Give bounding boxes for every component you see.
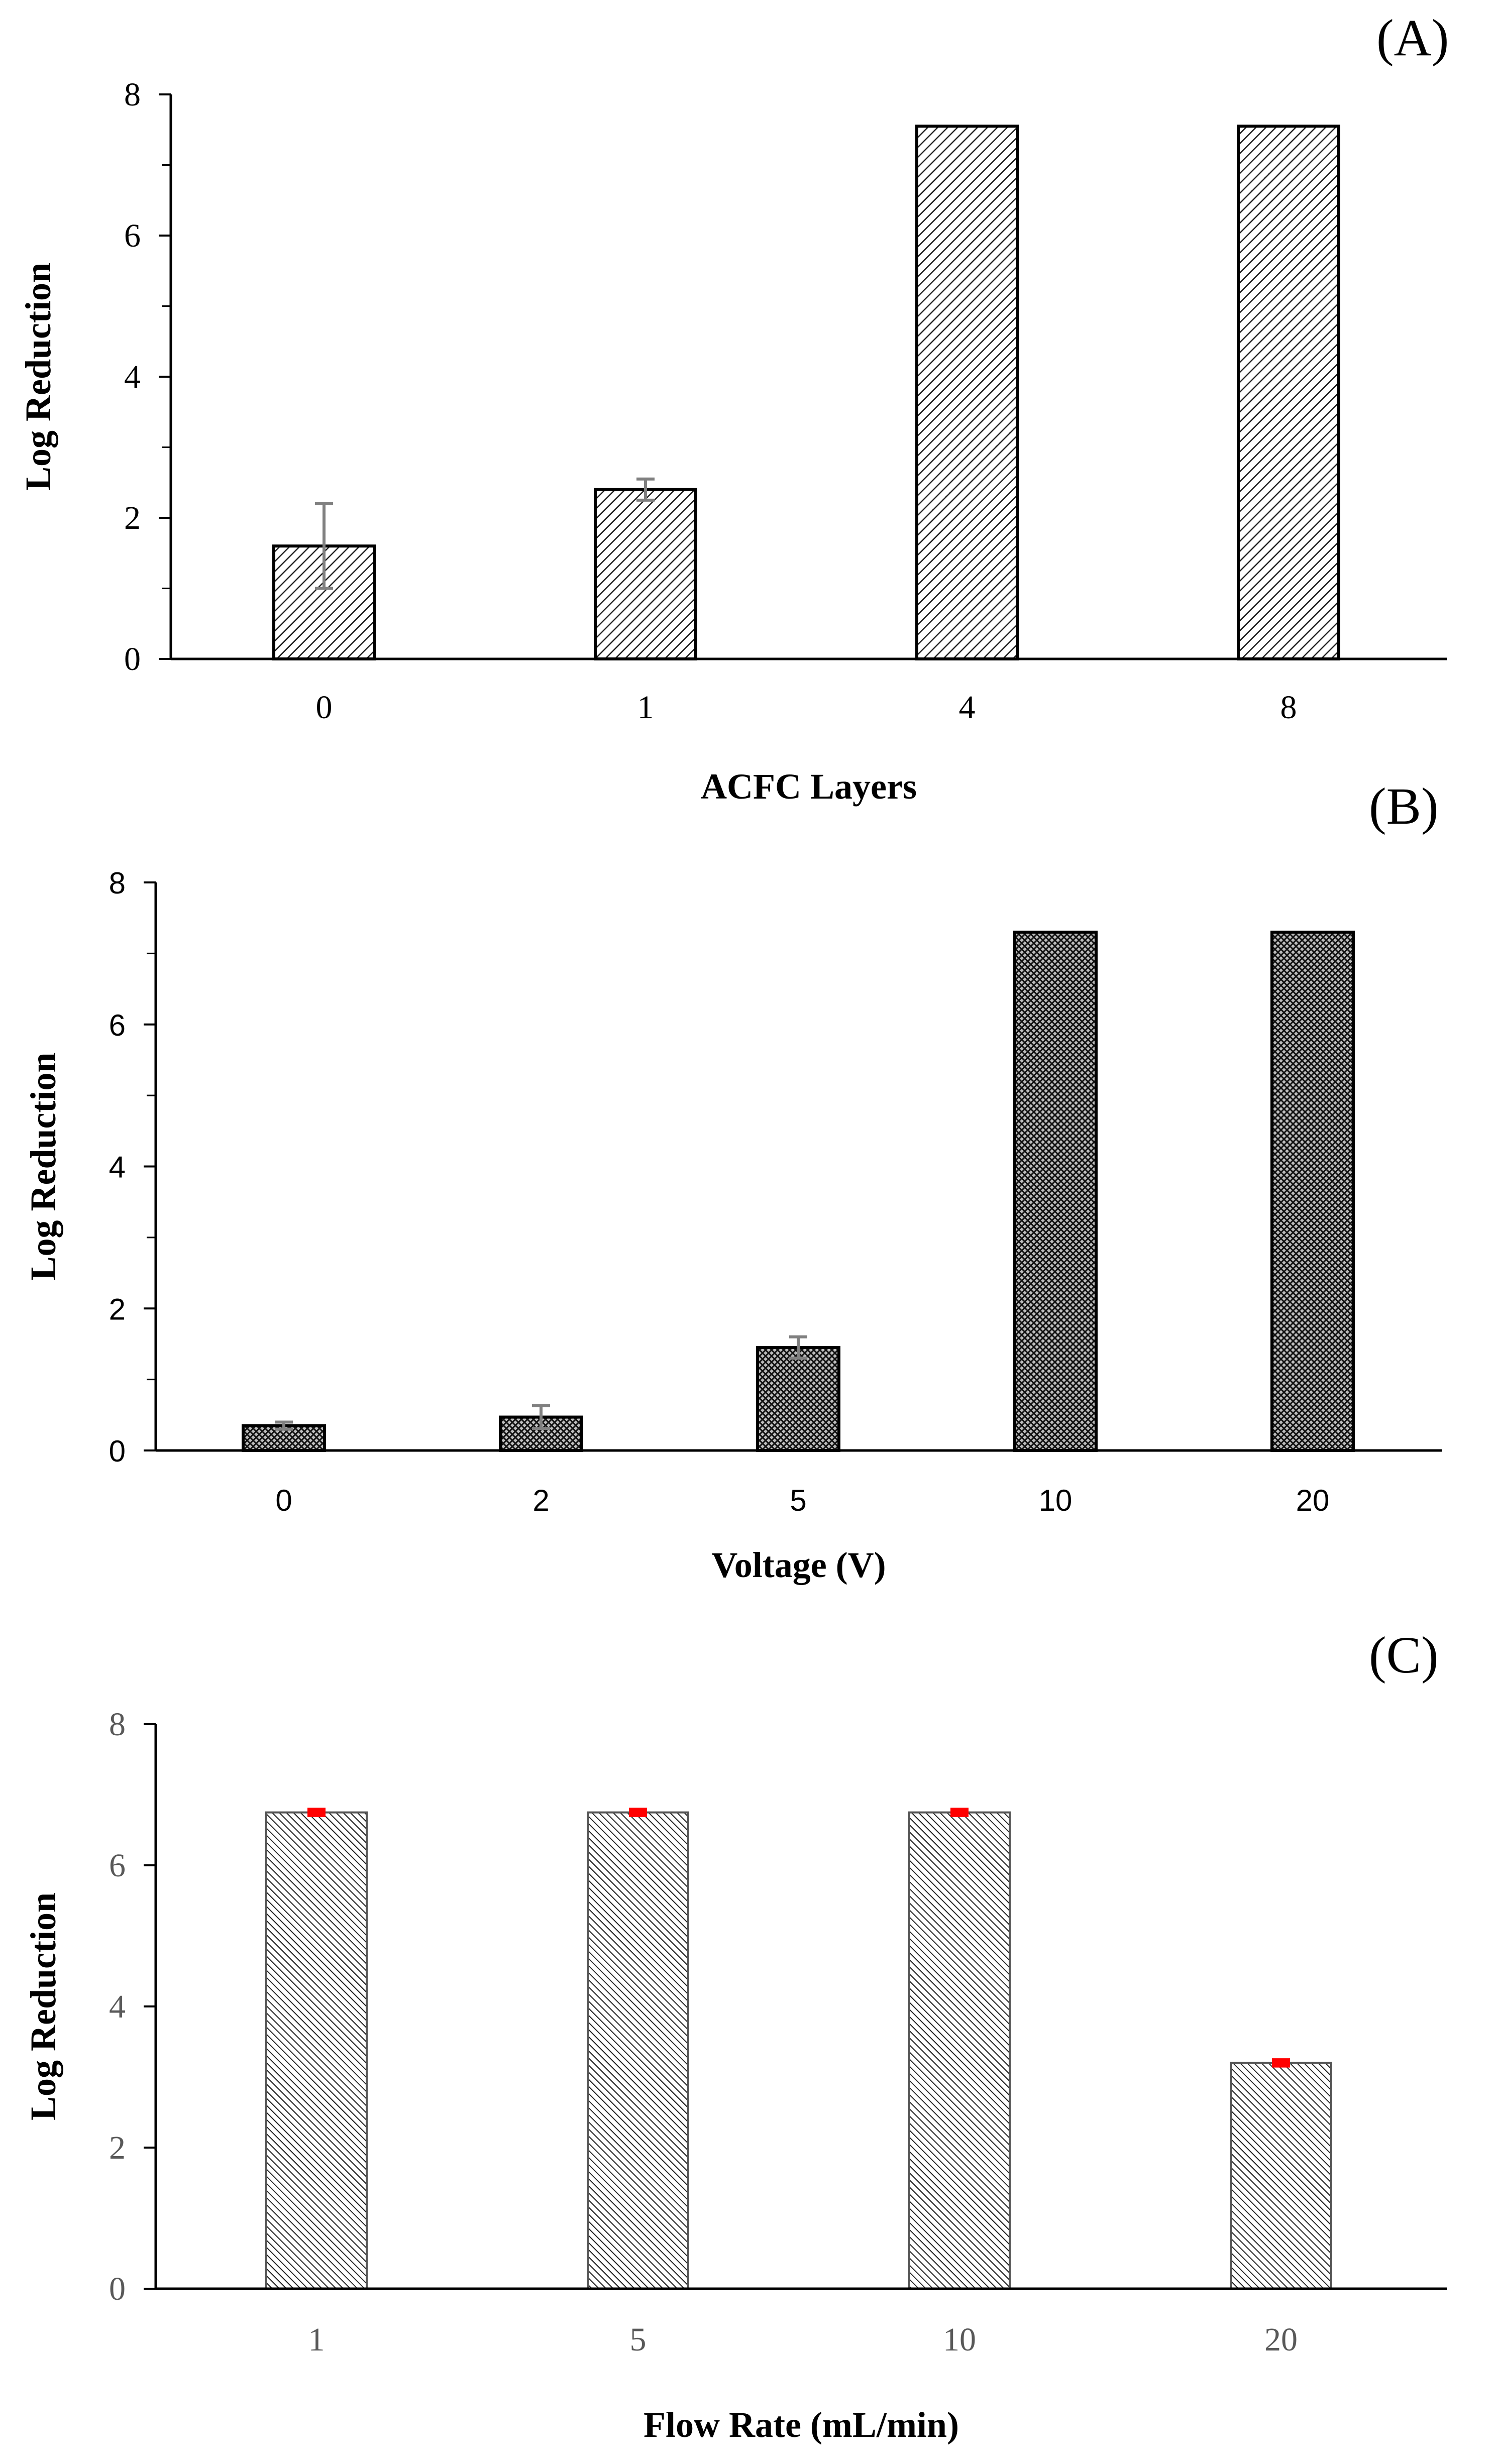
bar-c-5[interactable] [587, 1811, 689, 2290]
panel-label-a: (A) [1376, 9, 1449, 67]
y-tick-label-a-8: 8 [124, 76, 141, 113]
bar-a-4[interactable] [915, 125, 1019, 661]
x-tick-label-c-1: 1 [308, 2321, 325, 2358]
y-tick-label-c-8: 8 [109, 1706, 126, 1743]
y-axis-title-a: Log Reduction [18, 263, 58, 491]
x-tick-label-b-2: 2 [532, 1484, 549, 1517]
bar-b-5[interactable] [756, 1346, 840, 1452]
bar-a-8[interactable] [1237, 125, 1340, 661]
x-tick-label-b-10: 10 [1039, 1484, 1073, 1517]
x-tick-label-a-8: 8 [1280, 689, 1297, 726]
bar-b-10[interactable] [1013, 930, 1098, 1452]
y-tick-label-a-6: 6 [124, 217, 141, 254]
bar-c-20[interactable] [1230, 2062, 1332, 2290]
bar-a-1[interactable] [594, 488, 697, 660]
x-tick-label-a-0: 0 [316, 689, 333, 726]
x-axis-title-c: Flow Rate (mL/min) [644, 2405, 959, 2445]
x-tick-label-a-4: 4 [959, 689, 976, 726]
y-tick-label-c-6: 6 [109, 1847, 126, 1884]
panel-label-b: (B) [1369, 777, 1439, 835]
x-tick-label-c-5: 5 [630, 2321, 647, 2358]
bar-c-10[interactable] [908, 1811, 1011, 2290]
y-tick-label-c-4: 4 [109, 1988, 126, 2025]
bar-b-0[interactable] [242, 1424, 326, 1452]
bar-c-1[interactable] [265, 1811, 368, 2290]
x-tick-label-a-1: 1 [637, 689, 654, 726]
y-tick-label-c-0: 0 [109, 2271, 126, 2307]
bar-b-20[interactable] [1270, 930, 1355, 1452]
y-tick-label-b-2: 2 [109, 1292, 126, 1326]
y-tick-label-c-2: 2 [109, 2130, 126, 2166]
x-tick-label-c-20: 20 [1264, 2321, 1298, 2358]
y-tick-label-b-8: 8 [109, 866, 126, 900]
x-axis-title-a: ACFC Layers [701, 766, 917, 807]
x-axis-title-b: Voltage (V) [711, 1545, 886, 1585]
x-tick-label-b-20: 20 [1296, 1484, 1330, 1517]
x-tick-label-b-5: 5 [790, 1484, 806, 1517]
x-tick-label-c-10: 10 [943, 2321, 976, 2358]
y-tick-label-b-0: 0 [109, 1434, 126, 1468]
y-axis-title-c: Log Reduction [23, 1892, 63, 2120]
panel-label-c: (C) [1369, 1626, 1439, 1684]
y-tick-label-a-0: 0 [124, 641, 141, 678]
y-tick-label-b-4: 4 [109, 1151, 126, 1184]
y-axis-title-b: Log Reduction [23, 1052, 63, 1280]
x-tick-label-b-0: 0 [275, 1484, 292, 1517]
y-tick-label-b-6: 6 [109, 1009, 126, 1042]
y-tick-label-a-2: 2 [124, 500, 141, 536]
y-tick-label-a-4: 4 [124, 359, 141, 395]
